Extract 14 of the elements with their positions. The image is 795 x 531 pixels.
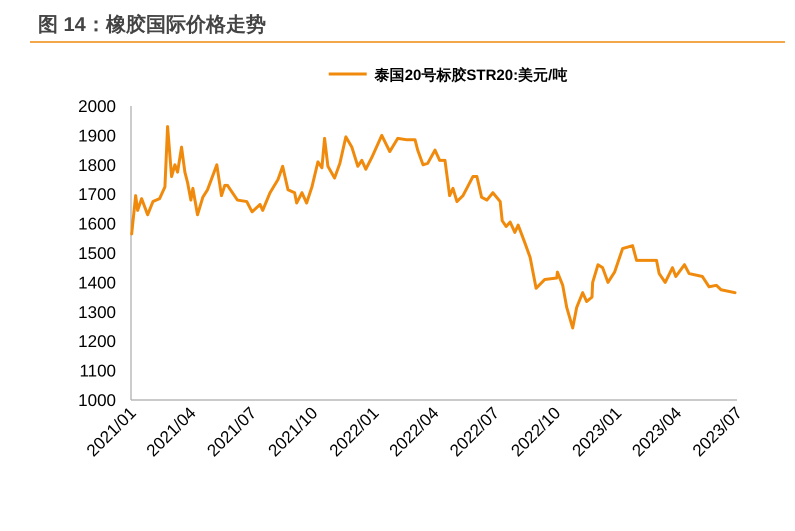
y-tick-label: 1500 [78, 244, 116, 263]
y-tick-label: 1600 [78, 214, 116, 234]
y-tick-label: 1400 [78, 273, 116, 292]
y-tick-label: 2000 [78, 97, 116, 116]
legend: 泰国20号标胶STR20:美元/吨 [328, 67, 568, 84]
y-tick-label: 1900 [78, 126, 116, 146]
y-tick-label: 1300 [78, 302, 116, 322]
y-tick-label: 1700 [78, 185, 116, 204]
y-tick-label: 1000 [78, 391, 116, 410]
y-tick-label: 1200 [78, 332, 116, 352]
legend-label: 泰国20号标胶STR20:美元/吨 [374, 66, 568, 84]
y-tick-label: 1800 [78, 156, 116, 175]
chart-title: 图 14：橡胶国际价格走势 [38, 13, 266, 36]
y-tick-label: 1100 [79, 362, 116, 381]
